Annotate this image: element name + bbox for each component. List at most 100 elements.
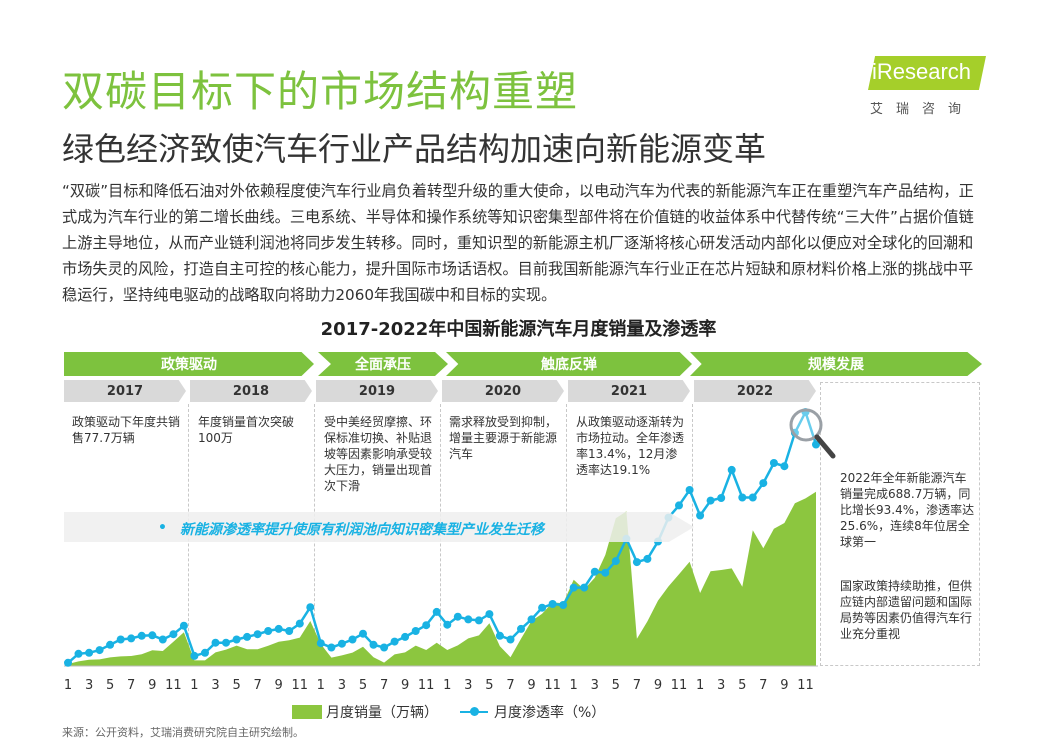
x-tick-label: 3 (337, 678, 347, 693)
x-tick-label: 11 (797, 678, 814, 693)
x-tick-label: 7 (379, 678, 389, 693)
x-tick-label: 1 (569, 678, 578, 693)
x-tick-label: 5 (611, 678, 620, 693)
penetration-point (222, 638, 230, 647)
penetration-point (727, 465, 736, 474)
note-2017: 政策驱动下年度共销售77.7万辆 (72, 415, 181, 445)
penetration-point (748, 493, 757, 502)
legend-penetration-dot (470, 707, 479, 716)
year-2019: 2019 (316, 380, 438, 402)
note-2021: 从政策驱动逐渐转为市场拉动。全年渗透率13.4%，12月渗透率达19.1% (576, 415, 685, 477)
x-tick-label: 3 (211, 678, 220, 693)
x-tick-label: 9 (780, 678, 789, 693)
year-2018: 2018 (190, 380, 312, 402)
penetration-point (812, 440, 820, 449)
x-tick-label: 11 (670, 678, 688, 693)
penetration-point (85, 648, 94, 657)
note-2020: 需求释放受到抑制，增量主要源于新能源汽车 (449, 415, 558, 461)
penetration-point (359, 629, 367, 638)
penetration-point (169, 630, 178, 639)
x-tick-label: 3 (464, 678, 473, 693)
x-tick-label: 1 (695, 678, 705, 693)
penetration-point (769, 459, 778, 467)
penetration-point (432, 607, 441, 616)
x-tick-label: 9 (653, 678, 663, 693)
penetration-point (232, 635, 241, 644)
sales-area (68, 491, 816, 666)
penetration-point (106, 640, 115, 649)
penetration-point (179, 621, 188, 630)
note-2019: 受中美经贸摩擦、环保标准切换、补贴退坡等因素影响承受较大压力，销量出现首次下滑 (324, 415, 433, 493)
legend-sales-swatch (292, 705, 322, 719)
x-tick-label: 11 (544, 678, 561, 693)
source-note: 来源：公开资料，艾瑞消费研究院自主研究绘制。 (62, 726, 304, 739)
intro-paragraph: “双碳”目标和降低石油对外依赖程度使汽车行业肩负着转型升级的重大使命，以电动汽车… (62, 182, 974, 304)
banner-text: 新能源渗透率提升使原有利润池向知识密集型产业发生迁移 (180, 522, 544, 538)
penetration-point (380, 643, 389, 652)
penetration-point (74, 649, 83, 658)
magnifier-lens (789, 408, 823, 442)
penetration-point (285, 627, 294, 635)
penetration-point (327, 643, 336, 652)
penetration-point (201, 648, 209, 657)
x-tick-label: 7 (506, 678, 515, 693)
x-tick-label: 1 (316, 678, 325, 693)
x-tick-label: 5 (232, 678, 241, 693)
penetration-point (485, 610, 494, 619)
penetration-point (611, 557, 620, 566)
penetration-point (127, 634, 136, 643)
penetration-point (422, 621, 431, 630)
x-tick-label: 1 (63, 678, 73, 693)
penetration-point (64, 658, 72, 667)
page-title: 双碳目标下的市场结构重塑 (62, 67, 579, 116)
logo-text: iResearch (872, 59, 972, 84)
penetration-point (316, 639, 325, 648)
penetration-point (517, 624, 525, 633)
x-tick-label: 5 (485, 678, 494, 693)
penetration-point (780, 462, 789, 471)
penetration-point (306, 603, 315, 612)
penetration-point (506, 635, 515, 644)
penetration-point (706, 496, 715, 505)
penetration-point (95, 646, 104, 655)
x-tick-label: 3 (590, 678, 599, 693)
x-tick-label: 3 (717, 678, 726, 693)
penetration-point (211, 638, 220, 647)
x-tick-label: 5 (738, 678, 747, 693)
penetration-point (738, 493, 747, 502)
penetration-point (675, 501, 683, 510)
penetration-point (158, 635, 167, 644)
x-tick-label: 1 (190, 678, 199, 693)
penetration-point (464, 615, 473, 624)
x-tick-label: 9 (274, 678, 283, 693)
penetration-point (559, 601, 568, 609)
penetration-point (295, 619, 304, 628)
x-tick-label: 3 (84, 678, 94, 693)
phase-policy-driven: 政策驱动 (64, 352, 314, 376)
side-note-risk: 国家政策持续助推，但供应链内部遗留问题和国际局势等因素仍值得汽车行业充分重视 (840, 579, 973, 641)
logo-subtext: 艾瑞咨询 (870, 102, 975, 117)
legend-penetration-label: 月度渗透率（%） (494, 705, 606, 721)
note-2018: 年度销量首次突破100万 (198, 415, 295, 445)
penetration-point (580, 583, 589, 592)
penetration-point (274, 624, 283, 633)
year-divider (692, 404, 693, 666)
penetration-point (527, 615, 536, 624)
penetration-point (685, 486, 694, 494)
penetration-line (67, 408, 818, 664)
penetration-point (137, 631, 146, 640)
x-tick-label: 7 (759, 678, 768, 693)
x-tick-label: 11 (417, 678, 435, 693)
x-tick-label: 11 (291, 678, 309, 693)
penetration-point (474, 616, 483, 625)
logo-badge (868, 56, 986, 90)
penetration-point (538, 603, 547, 612)
x-tick-label: 9 (527, 678, 536, 693)
year-2021: 2021 (568, 380, 690, 402)
year-2022: 2022 (694, 380, 816, 402)
penetration-point (601, 568, 610, 577)
penetration-point (369, 640, 378, 649)
penetration-point (411, 627, 420, 635)
penetration-point (548, 600, 557, 608)
x-tick-label: 7 (253, 678, 262, 693)
